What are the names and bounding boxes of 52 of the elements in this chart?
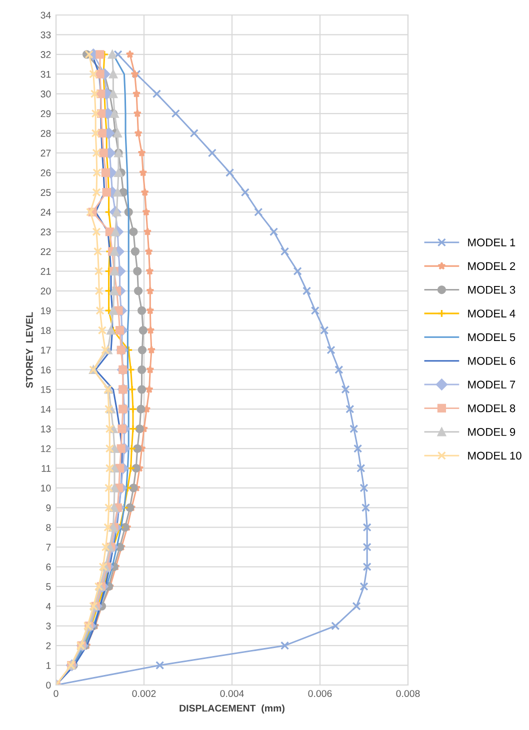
- y-tick-label: 13: [41, 426, 51, 432]
- y-tick-label: 3: [46, 622, 51, 630]
- legend-label: MODEL 8: [468, 404, 516, 412]
- y-tick-label: 1: [46, 662, 51, 669]
- y-tick-label: 27: [40, 150, 51, 156]
- y-tick-label: 14: [41, 406, 51, 413]
- legend-label: MODEL 9: [468, 428, 516, 436]
- y-tick-label: 4: [46, 603, 51, 610]
- y-tick-label: 12: [41, 445, 51, 452]
- y-tick-label: 33: [40, 31, 51, 38]
- y-tick-label: 2: [46, 642, 51, 650]
- y-tick-label: 19: [41, 307, 51, 314]
- x-tick-label: 0.002: [132, 690, 156, 697]
- y-tick-label: 7: [46, 544, 51, 551]
- x-tick-label: 0.008: [396, 690, 420, 697]
- y-tick-label: 5: [46, 583, 51, 590]
- legend-label: MODEL 4: [468, 310, 516, 318]
- y-axis-title: STOREY LEVEL: [26, 312, 33, 388]
- y-tick-label: 10: [41, 484, 51, 492]
- legend-label: MODEL 2: [468, 262, 516, 270]
- y-tick-label: 32: [40, 51, 51, 58]
- x-axis-title: DISPLACEMENT (mm): [180, 704, 284, 714]
- x-tick-label: 0.004: [220, 690, 244, 697]
- legend-label: MODEL 10: [468, 452, 522, 460]
- legend-label: MODEL 7: [468, 380, 516, 389]
- y-tick-label: 25: [40, 189, 51, 196]
- y-tick-label: 9: [46, 504, 51, 512]
- legend-label: MODEL 6: [468, 356, 516, 365]
- y-tick-label: 28: [40, 130, 51, 137]
- y-tick-label: 29: [40, 110, 51, 118]
- x-tick-label: 0.006: [308, 690, 332, 697]
- y-tick-label: 16: [41, 366, 51, 374]
- y-tick-label: 22: [40, 248, 51, 255]
- legend-label: MODEL 1: [468, 238, 516, 246]
- y-tick-label: 17: [41, 346, 51, 354]
- y-tick-label: 11: [42, 465, 51, 472]
- y-tick-label: 34: [40, 12, 51, 19]
- y-tick-label: 23: [40, 228, 51, 236]
- y-tick-label: 18: [41, 327, 51, 334]
- y-tick-label: 30: [40, 90, 51, 98]
- y-tick-label: 0: [46, 682, 51, 689]
- y-tick-label: 8: [46, 524, 51, 531]
- legend-label: MODEL 3: [468, 286, 516, 294]
- y-tick-label: 20: [40, 288, 51, 294]
- y-tick-label: 6: [46, 564, 51, 570]
- legend-label: MODEL 5: [468, 333, 516, 342]
- y-tick-label: 31: [40, 70, 51, 78]
- x-tick-label: 0: [54, 690, 58, 697]
- y-tick-label: 26: [40, 169, 51, 176]
- y-tick-label: 21: [40, 268, 51, 275]
- y-tick-label: 24: [40, 208, 51, 216]
- y-tick-label: 15: [41, 386, 51, 394]
